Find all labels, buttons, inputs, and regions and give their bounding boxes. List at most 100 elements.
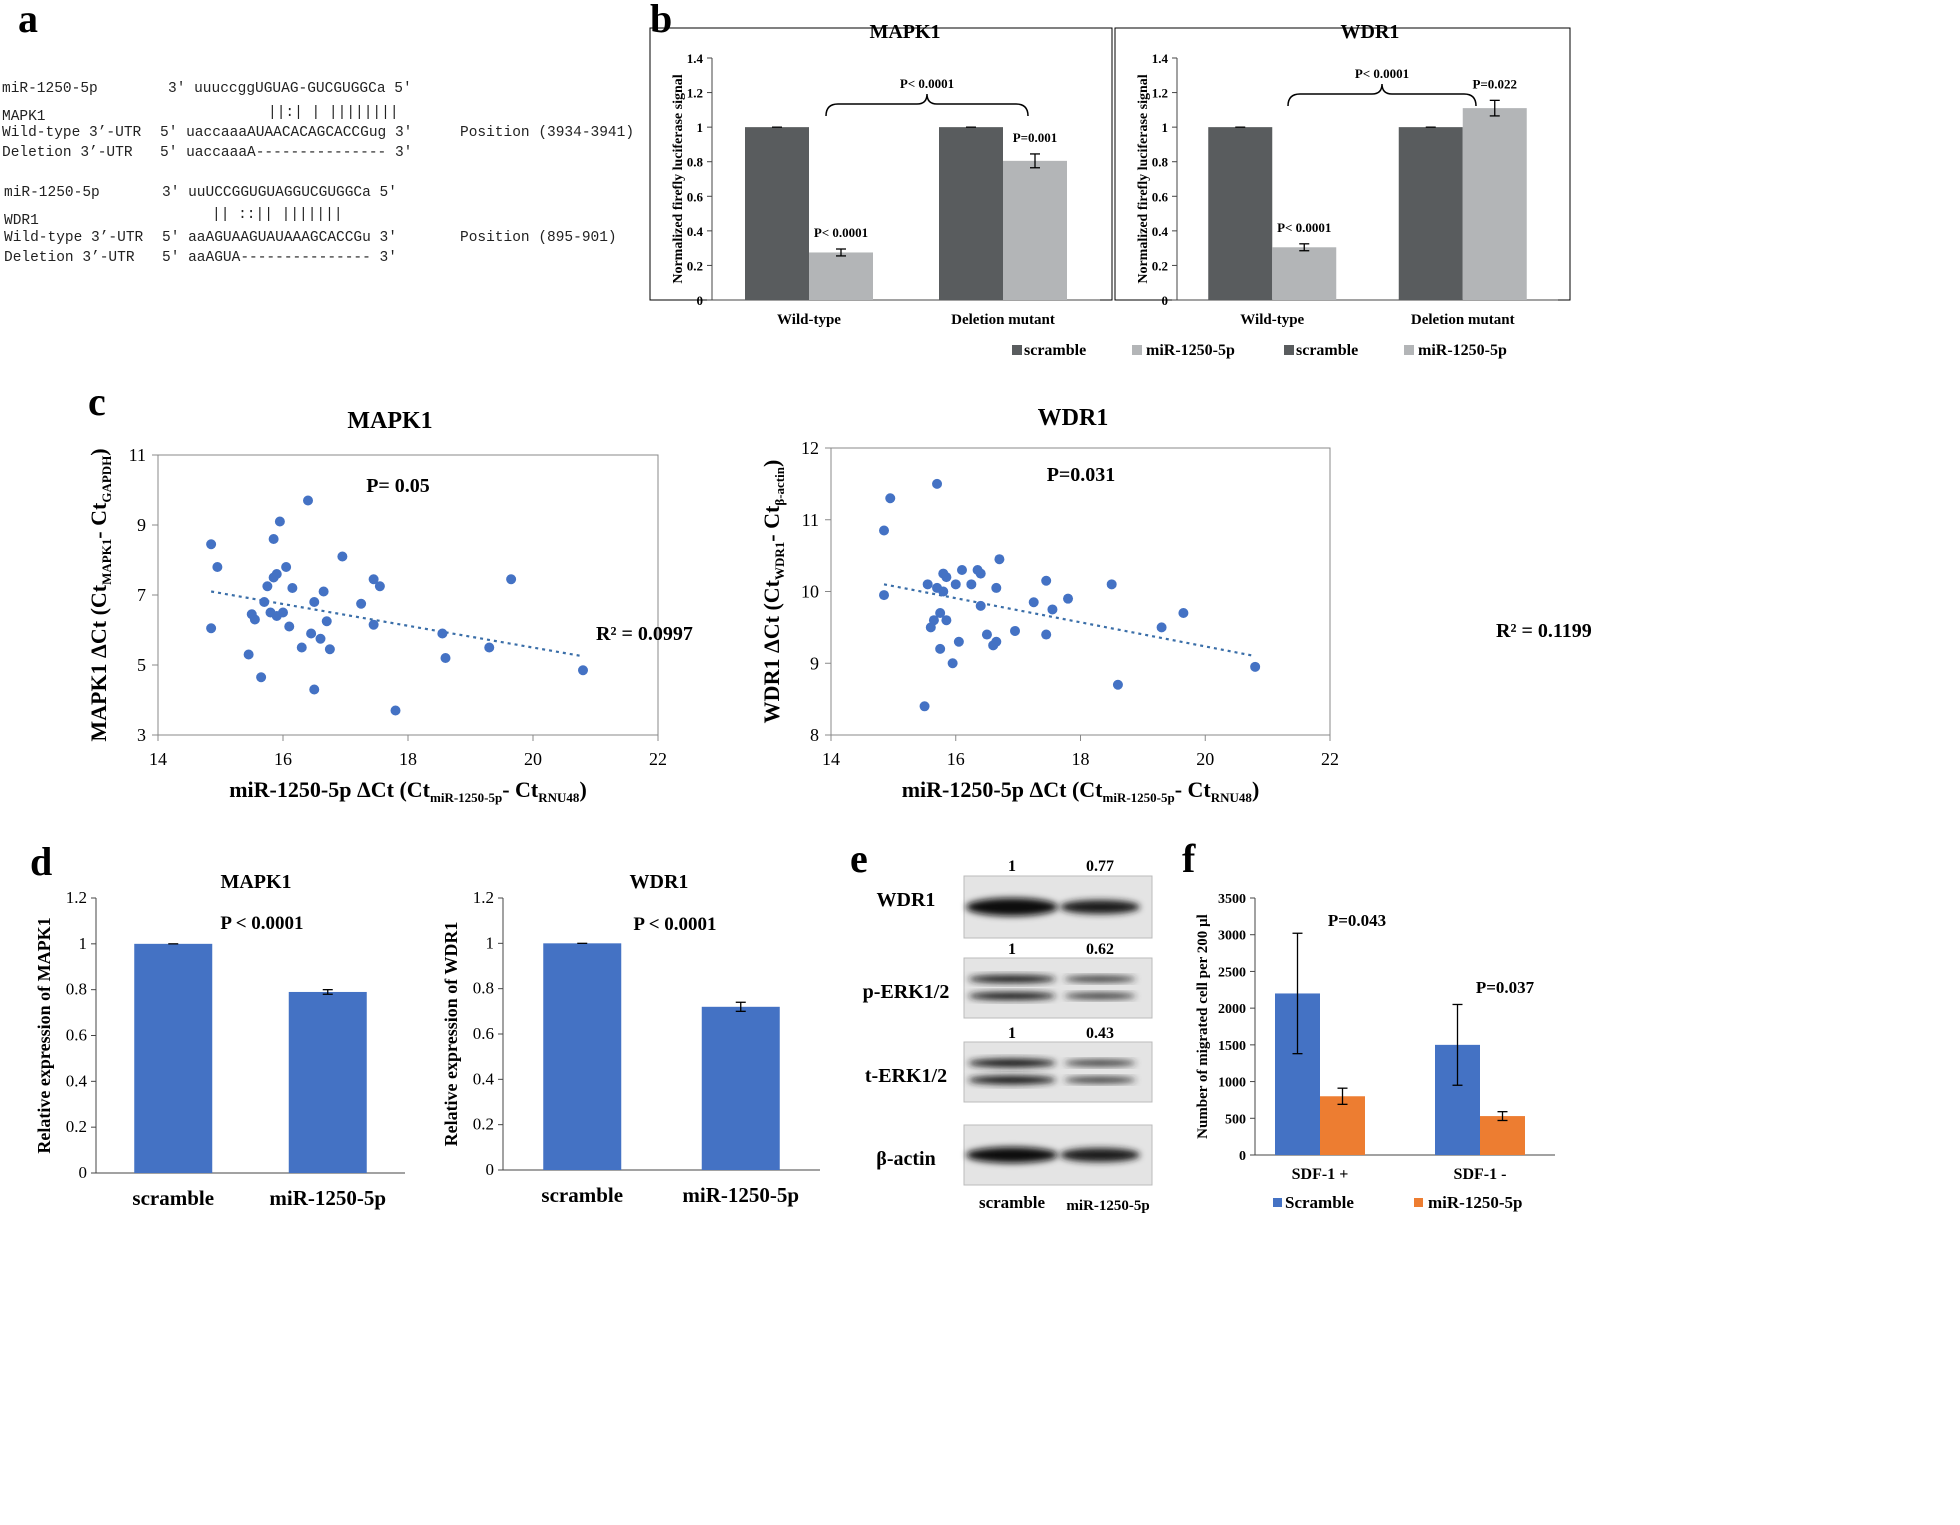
data-point xyxy=(303,495,313,506)
y-tick-label: 0.6 xyxy=(66,1026,87,1045)
x-category-label: Deletion mutant xyxy=(951,312,1055,328)
y-axis-label: Relative expression of WDR1 xyxy=(441,922,461,1147)
data-point xyxy=(1041,629,1052,640)
y-tick-label: 1500 xyxy=(1218,1039,1246,1054)
data-point xyxy=(1041,575,1052,586)
data-point xyxy=(935,643,946,654)
comparison-brace xyxy=(1287,83,1477,107)
data-point xyxy=(356,598,367,609)
y-tick-label: 5 xyxy=(137,655,146,675)
p-value-annotation: P=0.001 xyxy=(1013,130,1058,145)
y-axis-label-part: WDR1 xyxy=(772,542,787,580)
data-point xyxy=(206,623,217,634)
blot-row-label: β-actin xyxy=(876,1148,935,1170)
blot-row-label: p-ERK1/2 xyxy=(863,981,950,1003)
panel-b-wdr1-luciferase-chart: 0 0.2 0.4 0.6 0.8 1 1.2 1.4 Wild-type Deletion mu… xyxy=(1114,21,1571,359)
panel-e-western-blot: WDR1 1 0.77 p-ERK1/2 1 0.62 t-ERK1/2 1 0.43 β-act… xyxy=(863,858,1153,1214)
y-tick-label: 0.6 xyxy=(1152,189,1169,204)
bar-value-1 xyxy=(288,991,367,1173)
legend-label-scramble: scramble xyxy=(1024,342,1086,359)
data-point xyxy=(309,597,320,607)
bar-mir-1250-5p-1 xyxy=(1480,1116,1525,1155)
x-category-label: Wild-type xyxy=(1240,312,1304,328)
y-tick-label: 1 xyxy=(1162,120,1169,135)
p-value-annotation: P< 0.0001 xyxy=(900,76,954,91)
p-value-annotation: P< 0.0001 xyxy=(814,225,868,240)
wdr1-alignment-line: Wild-type 3’-UTR xyxy=(4,230,144,246)
blot-row-label: t-ERK1/2 xyxy=(865,1065,947,1087)
y-tick-label: 0.4 xyxy=(66,1071,88,1090)
data-point xyxy=(950,579,961,590)
mapk1-alignment-line: ||:| | |||||||| xyxy=(268,105,399,121)
data-point xyxy=(919,701,930,712)
data-point xyxy=(309,684,320,695)
x-tick-label: 18 xyxy=(1072,749,1090,769)
blot-band-scramble xyxy=(968,975,1056,983)
blot-band-mir xyxy=(1060,1148,1140,1162)
data-point xyxy=(337,551,348,562)
bar-scramble-0 xyxy=(745,127,809,301)
data-point xyxy=(368,574,379,585)
y-tick-label: 0.2 xyxy=(1152,258,1168,273)
legend-label-mir: miR-1250-5p xyxy=(1418,342,1507,359)
y-tick-label: 1.4 xyxy=(687,51,704,66)
mapk1-alignment-line: 5' uaccaaaA--------------- 3' xyxy=(160,145,412,161)
plot-frame xyxy=(830,447,1331,736)
legend-label-scramble: Scramble xyxy=(1285,1193,1354,1212)
data-point xyxy=(578,665,588,676)
chart-title: WDR1 xyxy=(630,871,689,893)
bar-mir-1250-5p-0 xyxy=(1272,247,1337,300)
data-point xyxy=(922,579,933,590)
data-point xyxy=(437,628,448,639)
legend-swatch-scramble xyxy=(1284,345,1294,355)
x-category-label: Deletion mutant xyxy=(1411,312,1515,328)
y-tick-label: 1 xyxy=(486,933,495,952)
p-value-annotation: P=0.043 xyxy=(1328,911,1386,930)
legend-swatch-scramble xyxy=(1012,345,1022,355)
data-point xyxy=(879,590,890,601)
x-tick-label: 22 xyxy=(1321,749,1339,769)
blot-band-mir xyxy=(1064,993,1136,999)
data-point xyxy=(306,628,317,639)
data-point xyxy=(271,569,282,579)
x-category-label: miR-1250-5p xyxy=(682,1183,799,1207)
wdr1-alignment-line: Position (895-901) xyxy=(460,230,617,246)
y-axis-label-part: β-actin xyxy=(772,466,787,505)
y-tick-label: 1000 xyxy=(1218,1076,1246,1091)
mapk1-alignment-line: MAPK1 xyxy=(2,109,46,125)
y-axis-label: Normalized firefly luciferase signal xyxy=(1136,74,1151,283)
y-tick-label: 11 xyxy=(129,445,146,465)
y-tick-label: 1.2 xyxy=(1152,86,1168,101)
y-tick-label: 0.2 xyxy=(66,1117,87,1136)
x-tick-label: 20 xyxy=(524,749,542,769)
y-tick-label: 0.8 xyxy=(687,155,704,170)
y-tick-label: 0 xyxy=(79,1163,88,1182)
data-point xyxy=(321,616,332,627)
data-point xyxy=(324,644,335,655)
panel-c-mapk1-scatter-chart: 14 16 18 20 22 3 5 7 9 11 MAPK1 P= 0.05 R² = 0.0997 m… xyxy=(86,408,693,805)
blot-band-mir xyxy=(1064,1060,1136,1066)
bar-scramble-0 xyxy=(1208,127,1273,301)
blot-ratio-scramble: 1 xyxy=(1008,1025,1016,1042)
p-value-annotation: P= 0.05 xyxy=(366,475,430,497)
y-tick-label: 12 xyxy=(801,438,819,458)
x-category-label: Wild-type xyxy=(777,312,841,328)
bar-mir-1250-5p-0 xyxy=(809,252,873,300)
panel-b-mapk1-luciferase-chart: 0 0.2 0.4 0.6 0.8 1 1.2 1.4 Wild-type Deletion mu… xyxy=(649,21,1235,359)
data-point xyxy=(259,597,270,607)
y-tick-label: 7 xyxy=(137,585,146,605)
x-axis-label-part: miR-1250-5p xyxy=(430,790,502,805)
y-axis-label: Relative expression of MAPK1 xyxy=(34,917,54,1153)
y-tick-label: 0.6 xyxy=(687,189,704,204)
data-point xyxy=(506,574,517,585)
bar-scramble-1 xyxy=(939,127,1003,301)
blot-membrane xyxy=(963,1041,1153,1103)
x-axis-label-part: ) xyxy=(1252,777,1259,802)
y-axis-label-part: ) xyxy=(86,448,111,455)
wdr1-alignment-line: miR-1250-5p xyxy=(4,185,100,201)
y-tick-label: 3 xyxy=(137,725,146,745)
blot-row-label: WDR1 xyxy=(877,889,936,911)
mapk1-alignment-line: Wild-type 3’-UTR xyxy=(2,125,142,141)
y-axis-label-part: - Ct xyxy=(86,502,111,539)
